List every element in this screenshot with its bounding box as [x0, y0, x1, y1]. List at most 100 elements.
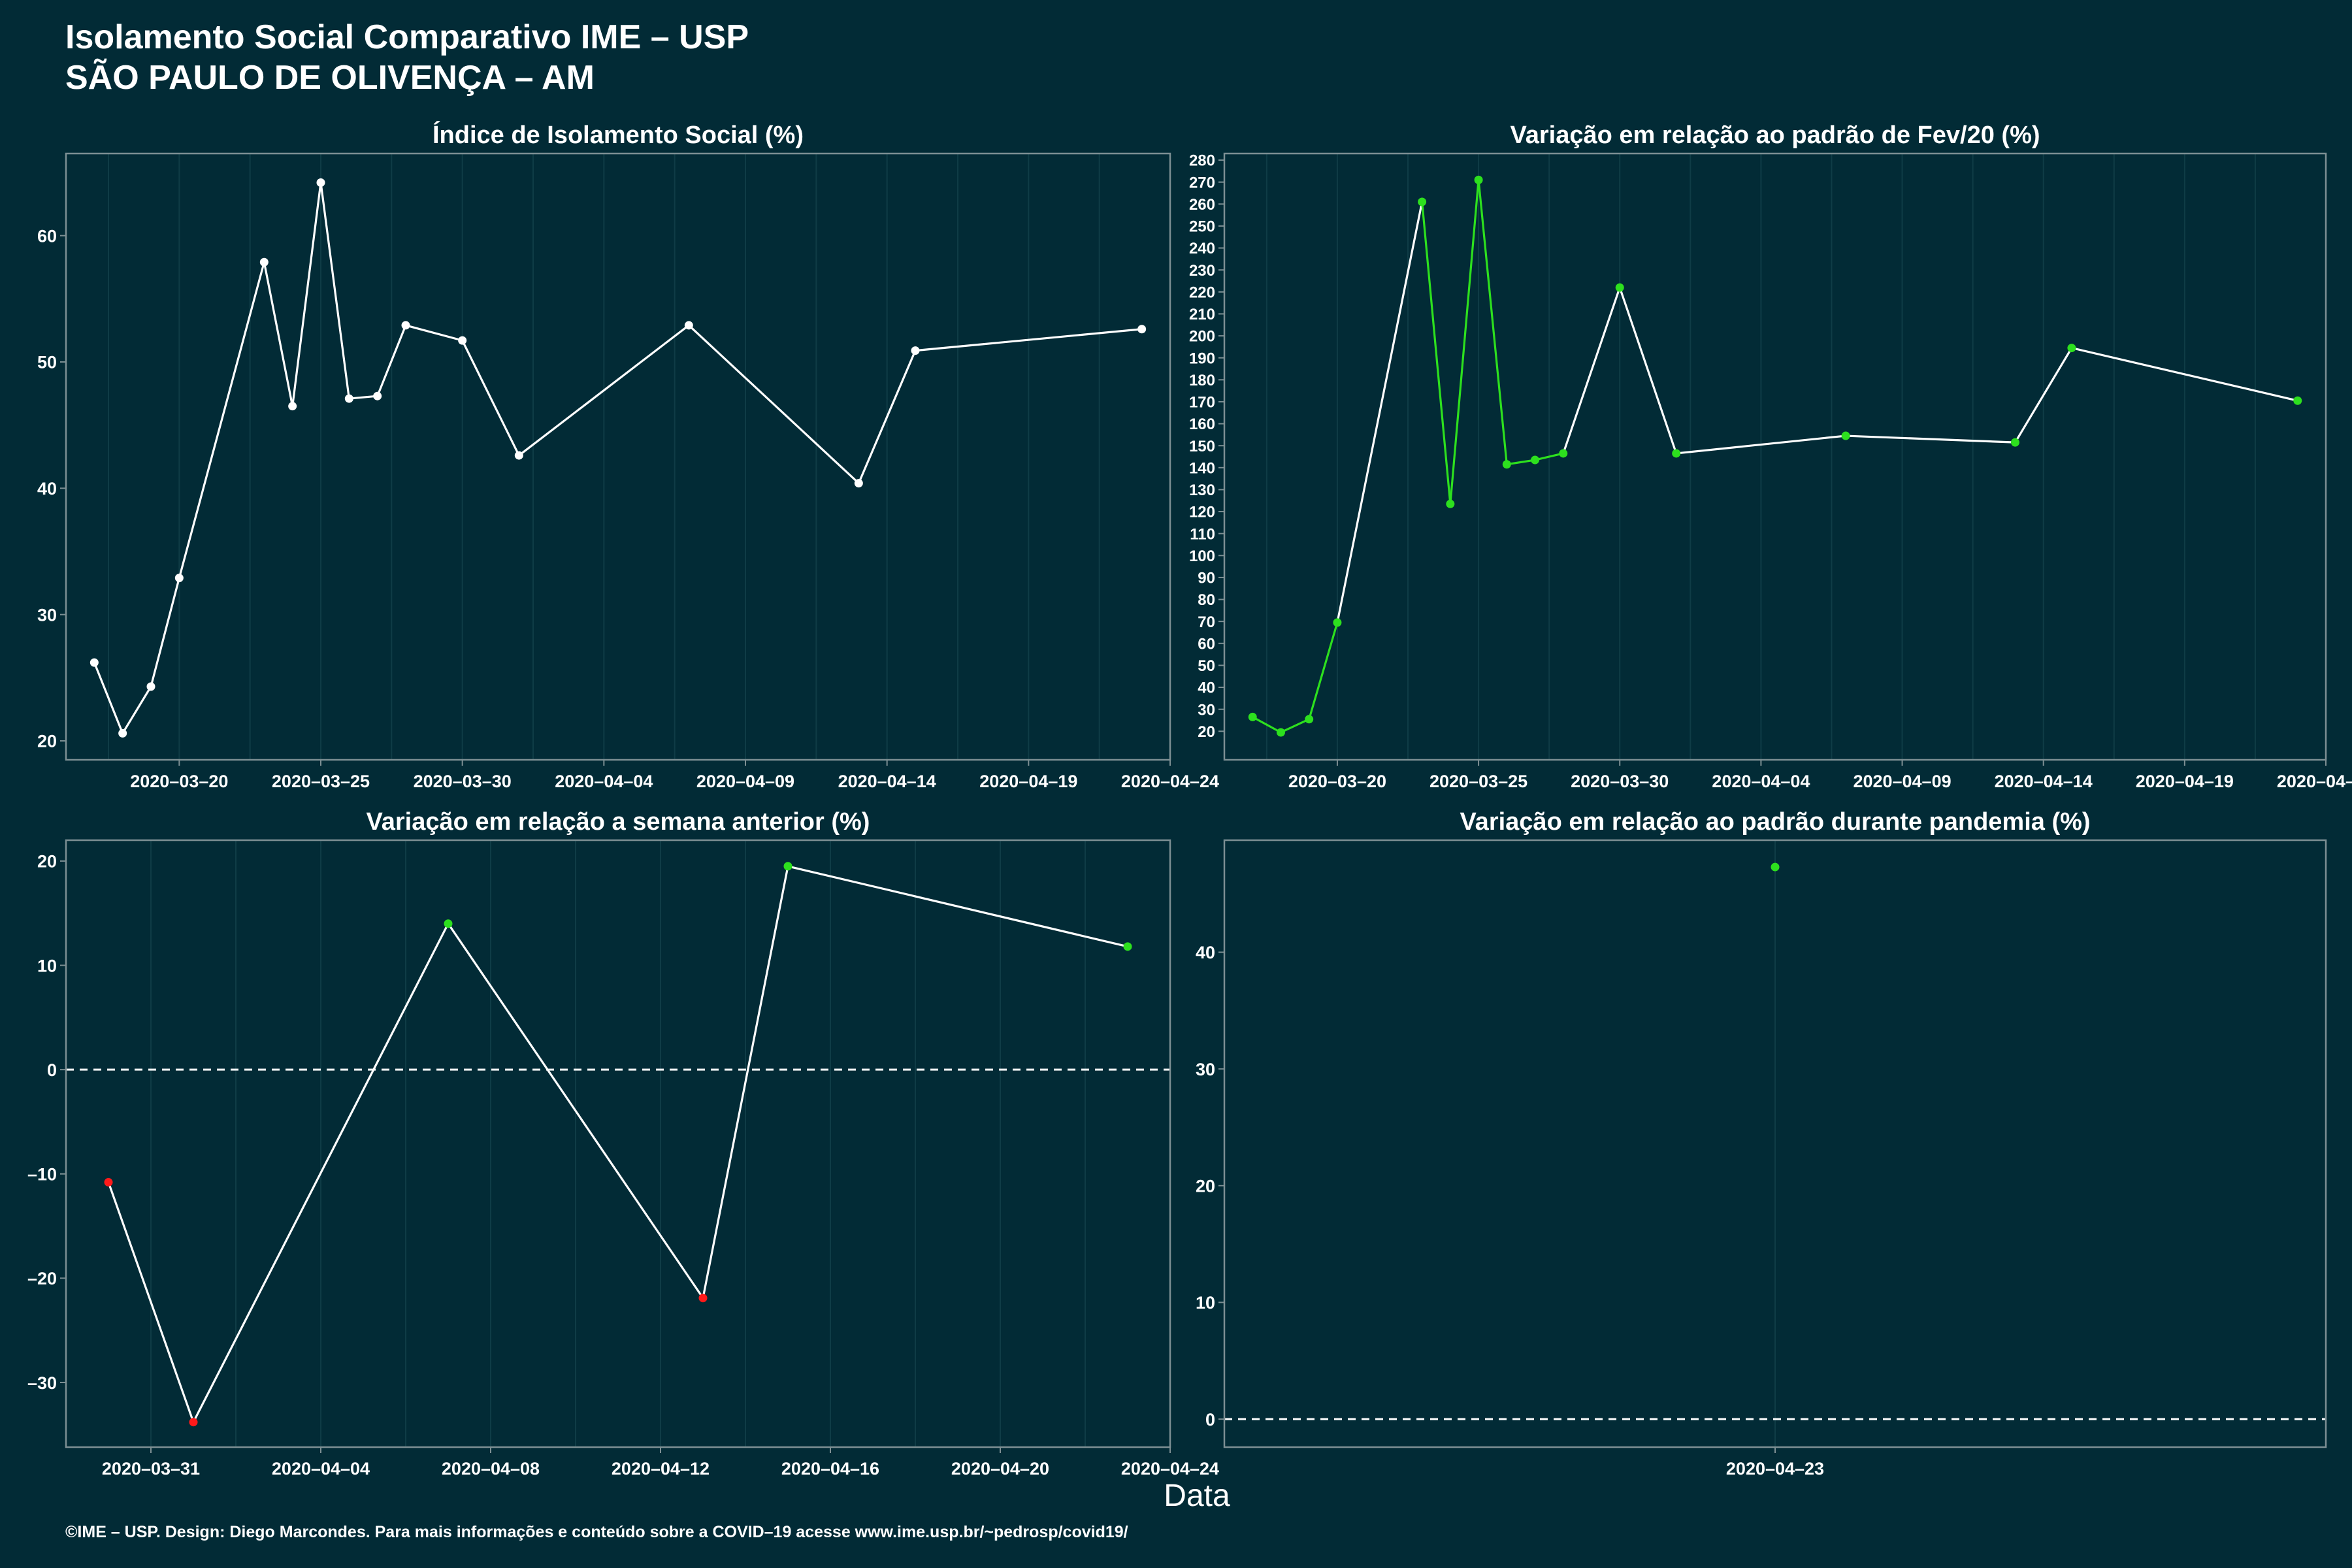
- x-tick-label: 2020–04–24: [1121, 772, 1219, 791]
- data-point: [146, 682, 155, 691]
- panel-title: Índice de Isolamento Social (%): [433, 120, 804, 149]
- data-point: [373, 391, 382, 400]
- y-tick-label: 60: [1198, 635, 1215, 653]
- x-tick-label: 2020–04–09: [1853, 772, 1951, 791]
- data-point: [698, 1294, 708, 1303]
- series-segment: [349, 395, 378, 400]
- data-point: [1474, 175, 1483, 184]
- series-segment: [1846, 434, 2016, 444]
- panel-variation-feb-baseline: Variação em relação ao padrão de Fev/20 …: [1189, 122, 2352, 791]
- series-segment: [2071, 347, 2298, 402]
- data-point: [854, 479, 863, 488]
- series-segment: [915, 328, 1142, 352]
- data-point: [1841, 431, 1850, 440]
- data-point: [1502, 460, 1511, 469]
- series-segment: [405, 324, 463, 342]
- y-tick-label: 40: [37, 479, 57, 498]
- x-tick-label: 2020–04–19: [2136, 772, 2234, 791]
- data-point: [2067, 344, 2076, 353]
- series-segment: [787, 865, 1128, 948]
- y-tick-label: 190: [1189, 350, 1215, 367]
- x-tick-label: 2020–03–25: [1429, 772, 1527, 791]
- x-tick-label: 2020–03–25: [272, 772, 370, 791]
- x-tick-label: 2020–03–20: [130, 772, 228, 791]
- y-tick-label: 120: [1189, 504, 1215, 521]
- series-segment: [319, 182, 350, 399]
- y-tick-label: 240: [1189, 240, 1215, 257]
- y-tick-label: 220: [1189, 284, 1215, 301]
- data-point: [1137, 325, 1147, 334]
- x-tick-label: 2020–04–23: [1726, 1459, 1824, 1478]
- y-tick-label: 60: [37, 226, 57, 246]
- data-point: [1559, 449, 1568, 458]
- data-point: [1123, 942, 1132, 951]
- plot-frame: [1223, 152, 2327, 761]
- series-segment: [447, 923, 704, 1299]
- data-point: [104, 1178, 113, 1187]
- data-point: [344, 394, 353, 403]
- series-segment: [192, 923, 449, 1423]
- y-tick-label: 260: [1189, 196, 1215, 214]
- y-tick-label: 100: [1189, 547, 1215, 565]
- data-point: [1615, 283, 1624, 292]
- y-tick-label: 10: [1196, 1293, 1215, 1313]
- data-point: [1672, 449, 1681, 458]
- x-tick-label: 2020–04–16: [781, 1459, 879, 1478]
- x-tick-label: 2020–03–30: [414, 772, 512, 791]
- series-segment: [1421, 201, 1452, 504]
- y-tick-label: 30: [1196, 1060, 1215, 1079]
- series-segment: [1449, 180, 1480, 504]
- x-tick-label: 2020–03–20: [1288, 772, 1386, 791]
- x-tick-label: 2020–03–30: [1571, 772, 1669, 791]
- y-tick-label: 0: [47, 1060, 57, 1080]
- y-tick-label: 130: [1189, 482, 1215, 499]
- data-point: [1531, 455, 1540, 465]
- y-tick-label: 40: [1196, 943, 1215, 962]
- y-tick-label: 210: [1189, 306, 1215, 323]
- y-tick-label: 40: [1198, 679, 1215, 697]
- data-point: [1418, 197, 1427, 206]
- series-segment: [122, 686, 152, 734]
- y-tick-label: 230: [1189, 262, 1215, 280]
- y-tick-label: 80: [1198, 591, 1215, 609]
- x-tick-label: 2020–04–24: [2277, 772, 2352, 791]
- data-point: [684, 321, 693, 330]
- figure-title-line2: SÃO PAULO DE OLIVENÇA – AM: [65, 58, 595, 97]
- series-segment: [518, 324, 690, 457]
- x-tick-label: 2020–04–09: [696, 772, 794, 791]
- y-tick-label: 20: [1198, 723, 1215, 741]
- y-tick-label: 270: [1189, 174, 1215, 191]
- series-segment: [1477, 180, 1508, 465]
- y-tick-label: 250: [1189, 218, 1215, 236]
- x-tick-label: 2020–04–08: [442, 1459, 540, 1478]
- series-segment: [1507, 459, 1535, 466]
- series-segment: [688, 324, 860, 484]
- data-point: [189, 1418, 198, 1427]
- y-tick-label: 160: [1189, 416, 1215, 433]
- data-point: [783, 862, 792, 871]
- y-tick-label: 150: [1189, 438, 1215, 455]
- x-tick-label: 2020–04–12: [612, 1459, 710, 1478]
- data-point: [2293, 396, 2302, 405]
- plot-area: [66, 840, 1170, 1447]
- series-segment: [291, 182, 322, 406]
- y-tick-label: 20: [37, 852, 57, 872]
- series-segment: [1336, 201, 1424, 623]
- x-tick-label: 2020–04–04: [1712, 772, 1810, 791]
- y-tick-label: 30: [37, 605, 57, 625]
- data-point: [911, 346, 920, 355]
- y-tick-label: –20: [27, 1269, 57, 1288]
- series-segment: [376, 325, 407, 397]
- panel-title: Variação em relação ao padrão de Fev/20 …: [1510, 122, 2040, 149]
- plot-frame: [65, 839, 1171, 1448]
- panel-variation-pandemic-baseline: Variação em relação ao padrão durante pa…: [1196, 808, 2327, 1478]
- y-tick-label: 50: [1198, 657, 1215, 675]
- plot-frame: [65, 152, 1171, 761]
- data-point: [174, 574, 184, 583]
- data-point: [90, 658, 99, 667]
- series-segment: [1252, 716, 1282, 734]
- series-segment: [702, 866, 789, 1299]
- data-point: [1446, 499, 1455, 508]
- plot-area: [66, 154, 1170, 760]
- x-tick-label: 2020–04–14: [838, 772, 936, 791]
